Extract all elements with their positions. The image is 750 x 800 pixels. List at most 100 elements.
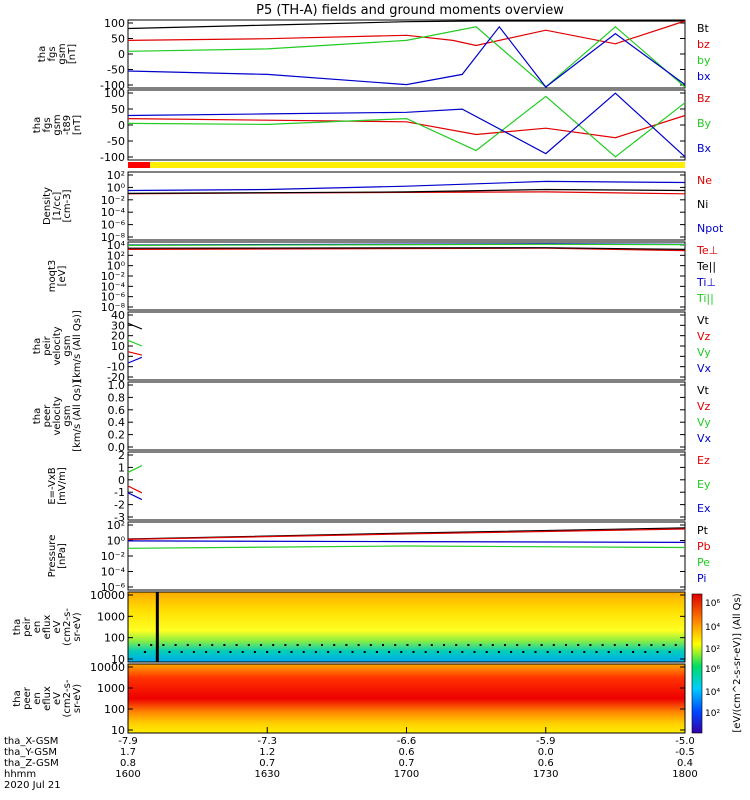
spectrogram-speckle xyxy=(382,644,384,646)
y-axis-label-p6: tha peer velocity gsm [km/s (All Qs)] xyxy=(32,380,83,452)
panel-p2: 100 50 0 -50 -100 tha fgs gsm -t89 [nT] Bz By Bx xyxy=(32,87,712,164)
spectrogram-speckle xyxy=(571,651,574,653)
x-row-value: 1600 xyxy=(115,769,140,780)
y-axis-label-line: (cm2-s- xyxy=(62,608,73,646)
spectrogram-speckle xyxy=(223,644,226,646)
y-tick-label: 10⁴ xyxy=(107,239,126,252)
spectrogram-speckle xyxy=(308,644,311,646)
legend-te--: Te|| xyxy=(696,260,716,273)
legend-ti-: Ti⊥ xyxy=(696,276,716,289)
colorbar-tick: 10⁴ xyxy=(705,623,720,633)
colorbar-tick: 10⁴ xyxy=(705,688,720,698)
spectrogram-speckle xyxy=(662,644,665,646)
spectrogram-speckle xyxy=(656,651,659,653)
spectrogram-speckle xyxy=(583,651,586,653)
spectrogram-speckle xyxy=(613,644,616,646)
series-ex xyxy=(127,492,143,501)
spectrogram-speckle xyxy=(467,644,470,646)
legend-vz: Vz xyxy=(697,400,711,413)
panel-p8: 10² 10⁰ 10⁻² 10⁻⁴ 10⁻⁶ Pressure [nPa] Pt Pb Pe Pi xyxy=(47,519,711,594)
y-axis-label-line: tha xyxy=(32,338,43,354)
flag-bar-red xyxy=(128,162,150,168)
spectrogram-speckle xyxy=(174,644,177,646)
spectrogram-speckle xyxy=(345,644,348,646)
spectrogram-speckle xyxy=(253,651,256,653)
figure-title: P5 (TH-A) fields and ground moments over… xyxy=(256,3,564,18)
spectrogram-speckle xyxy=(388,651,391,653)
series-ez xyxy=(127,485,143,494)
spectrogram-speckle xyxy=(424,651,427,653)
spectrogram-speckle xyxy=(522,651,525,653)
date-label: 2020 Jul 21 xyxy=(4,780,61,791)
y-tick-label: 10⁻⁶ xyxy=(101,219,126,232)
spectrogram-speckle xyxy=(247,644,250,646)
spectrogram-speckle xyxy=(595,651,598,653)
panel-p1: 100 50 0 -50 -100 tha fgs gsm [nT] Bt bz by bx xyxy=(37,17,711,92)
y-tick-label: 30 xyxy=(111,319,125,332)
y-axis-label-line: gsm xyxy=(52,114,63,135)
legend-vt: Vt xyxy=(697,384,710,397)
spectrogram-speckle xyxy=(241,651,244,653)
y-axis-label-p8: Pressure [nPa] xyxy=(47,535,68,578)
spectrogram-speckle xyxy=(229,651,232,653)
y-axis-label-line: tha xyxy=(32,117,43,133)
series-by xyxy=(127,26,686,88)
flag-bar xyxy=(128,162,685,168)
x-row-value: 0.4 xyxy=(677,758,693,769)
x-row-value: 0.0 xyxy=(538,747,554,758)
spectrogram-speckle xyxy=(302,651,305,653)
legend-bz: bz xyxy=(697,38,710,51)
spectrogram-speckle xyxy=(260,644,262,646)
legend-bt: Bt xyxy=(697,22,710,35)
spectrogram-speckle xyxy=(339,651,342,653)
spectrogram-speckle xyxy=(278,651,281,653)
spectrogram-speckle xyxy=(558,651,561,653)
legend-te-: Te⊥ xyxy=(696,244,718,257)
panel-frame-p4 xyxy=(127,241,686,311)
panel-frame-p3 xyxy=(127,171,686,241)
legend-pe: Pe xyxy=(697,556,710,569)
spectrogram-speckle xyxy=(443,644,445,646)
y-axis-label-line: peir xyxy=(42,335,53,355)
colorbar-tick: 10² xyxy=(705,709,720,719)
spectrogram-speckle xyxy=(369,644,372,646)
series-pb xyxy=(127,528,686,540)
y-axis-label-line: peir xyxy=(22,616,33,636)
y-axis-label-line: eV xyxy=(52,692,63,705)
y-axis-label-line: gsm xyxy=(57,43,68,64)
x-row-value: -5.0 xyxy=(675,736,695,747)
x-axis: tha_X-GSM -7.9 -7.3 -6.6 -5.9 -5.0 tha_Y-GSM 1.… xyxy=(4,727,698,791)
y-axis-label-line: en xyxy=(32,692,43,705)
y-axis-label-line: en xyxy=(32,621,43,634)
spectrogram-speckle xyxy=(333,644,336,646)
panel-frame-p8 xyxy=(127,521,686,591)
legend-vy: Vy xyxy=(697,346,711,359)
spectrogram-speckle xyxy=(192,651,195,653)
spectrogram-speckle xyxy=(186,644,189,646)
spectrogram-speckle xyxy=(217,651,220,653)
spectrogram-speckle xyxy=(199,644,201,646)
y-tick-label: 20 xyxy=(111,330,125,343)
y-tick-label: 0 xyxy=(118,119,125,132)
y-axis-label-line: E=-VxB xyxy=(47,467,58,504)
y-axis-label-line: [nPa] xyxy=(57,543,68,569)
y-axis-label-line: gsm xyxy=(62,405,73,426)
y-axis-label-p1: tha fgs gsm [nT] xyxy=(37,43,78,64)
spectrogram-speckle xyxy=(272,644,275,646)
x-row-value: -5.9 xyxy=(536,736,556,747)
y-tick-label: 40 xyxy=(111,309,125,322)
spectrogram-speckle xyxy=(565,644,567,646)
spectrogram-speckle xyxy=(461,651,464,653)
spectrogram-speckle xyxy=(449,651,452,653)
y-tick-label: 0 xyxy=(118,48,125,61)
legend-pi: Pi xyxy=(697,572,706,585)
spectrogram-speckle xyxy=(607,651,610,653)
series-bx xyxy=(127,92,686,158)
spectrogram-speckle xyxy=(601,644,604,646)
y-tick-label: 1 xyxy=(118,461,125,474)
y-tick-label: 1000 xyxy=(97,610,125,623)
y-tick-label: 10 xyxy=(111,724,125,737)
series-bx xyxy=(127,25,686,88)
